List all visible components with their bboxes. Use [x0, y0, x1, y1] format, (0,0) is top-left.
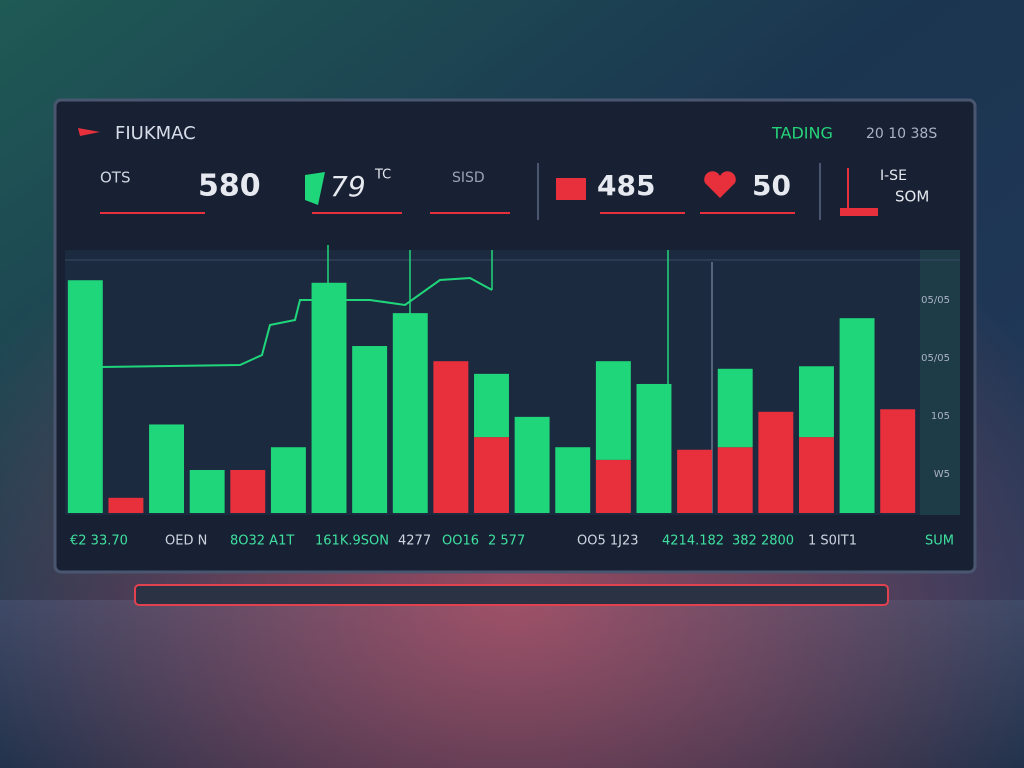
ticker-item: OED N: [165, 534, 207, 549]
red-icon: [556, 178, 586, 200]
stat-label: I-SE: [880, 168, 907, 184]
bar: [595, 459, 631, 513]
red-icon: [840, 208, 878, 216]
stat-value: 79: [330, 170, 366, 203]
bar: [839, 318, 875, 513]
ticker-item: 1 S0IT1: [808, 534, 857, 549]
bar: [798, 366, 834, 438]
bar: [555, 447, 591, 513]
bar: [189, 469, 225, 513]
bar: [798, 437, 834, 513]
stat-unit: TC: [374, 168, 391, 183]
bar: [514, 416, 550, 513]
bar: [677, 449, 713, 513]
bar: [474, 373, 509, 438]
stat-value: 50: [752, 169, 791, 202]
ticker-item: 4214.182: [662, 534, 724, 549]
ticker-item: OO16: [442, 534, 479, 549]
bar: [149, 424, 185, 513]
heart-icon: [704, 171, 736, 198]
bar: [880, 409, 916, 513]
ticker-item: 382 2800: [732, 534, 794, 549]
stat-label: SISD: [452, 170, 485, 186]
bar: [230, 469, 266, 513]
bar: [433, 361, 469, 513]
stat-label: SOM: [895, 188, 929, 206]
side-label: 05/05: [921, 295, 950, 306]
bar: [311, 282, 347, 513]
stat-label: OTS: [100, 169, 131, 187]
chart-side-column: [920, 250, 960, 515]
ticker-item: 161K.9SON: [315, 534, 389, 549]
ticker-item: 8O32 A1T: [230, 534, 294, 549]
bar: [595, 361, 631, 460]
bar: [270, 447, 306, 513]
ticker-item: 2 577: [488, 534, 525, 549]
green-icon: [305, 172, 325, 205]
ticker-item: SUM: [925, 534, 954, 549]
side-label: 105: [931, 411, 950, 422]
ticker-item: €2 33.70: [70, 534, 128, 549]
ticker-item: OO5 1J23: [577, 534, 639, 549]
stat-value: 580: [198, 169, 261, 204]
bar: [717, 368, 753, 448]
logo: FIUKMAC: [115, 123, 196, 144]
logo-icon: [78, 128, 100, 136]
monitor-stand: [134, 584, 889, 606]
ticker-item: 4277: [398, 534, 431, 549]
bar: [352, 346, 388, 513]
header-label: TADING: [771, 124, 833, 143]
stat-value: 485: [597, 169, 655, 202]
bar: [474, 437, 509, 513]
bar: [717, 447, 753, 513]
bar: [392, 313, 428, 513]
bar: [67, 280, 103, 513]
header-time: 20 10 38S: [866, 126, 937, 142]
bar: [758, 411, 794, 513]
bar: [636, 383, 672, 513]
bar: [108, 497, 144, 513]
side-label: W5: [934, 469, 950, 480]
side-label: 05/05: [921, 353, 950, 364]
